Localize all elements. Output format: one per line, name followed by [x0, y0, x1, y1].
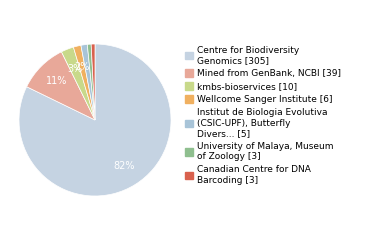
Wedge shape: [81, 44, 95, 120]
Text: 2%: 2%: [74, 62, 90, 72]
Text: 3%: 3%: [68, 64, 83, 74]
Wedge shape: [73, 45, 95, 120]
Text: 82%: 82%: [113, 161, 135, 171]
Wedge shape: [87, 44, 95, 120]
Legend: Centre for Biodiversity
Genomics [305], Mined from GenBank, NCBI [39], kmbs-bios: Centre for Biodiversity Genomics [305], …: [185, 46, 341, 185]
Wedge shape: [27, 52, 95, 120]
Wedge shape: [62, 47, 95, 120]
Wedge shape: [91, 44, 95, 120]
Wedge shape: [19, 44, 171, 196]
Text: 11%: 11%: [46, 76, 67, 86]
